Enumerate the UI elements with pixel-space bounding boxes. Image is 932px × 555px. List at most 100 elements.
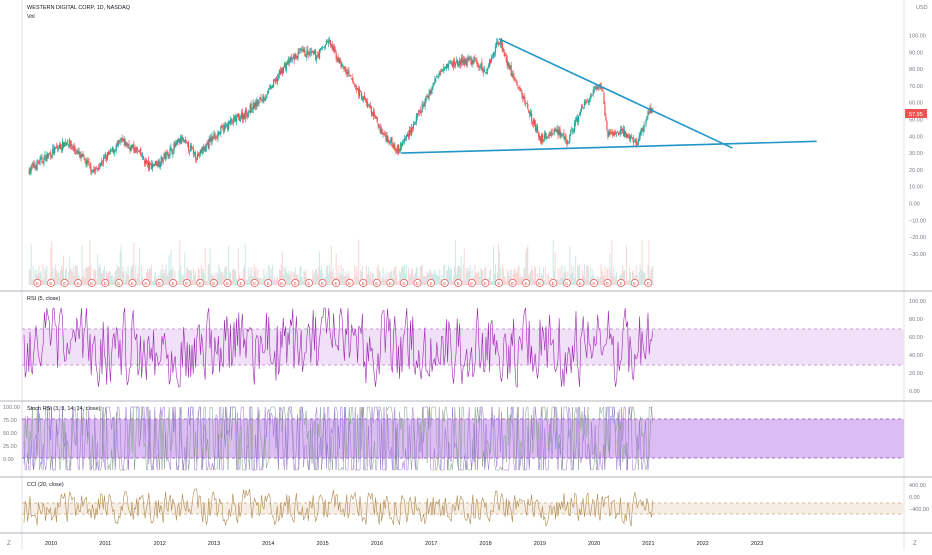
earnings-marker[interactable] [318, 279, 327, 287]
volume-bar [424, 276, 426, 285]
volume-bar [461, 280, 463, 285]
candle-body [360, 90, 362, 92]
earnings-marker[interactable] [142, 279, 150, 287]
earnings-marker[interactable] [264, 279, 273, 287]
volume-bar [109, 271, 111, 285]
candle-body [297, 51, 299, 59]
earnings-marker[interactable] [209, 279, 218, 287]
earnings-marker[interactable] [562, 279, 571, 287]
candle-body [422, 104, 424, 106]
trendline-support[interactable] [401, 140, 817, 154]
time-axis[interactable]: 2010 2011 2012 2013 2014 2015 2016 2017 2018 2019… [45, 541, 763, 547]
earnings-marker[interactable] [467, 279, 476, 287]
candle-body [352, 77, 354, 82]
earnings-marker[interactable] [304, 279, 313, 287]
earnings-marker[interactable] [440, 279, 449, 287]
earnings-marker[interactable] [576, 279, 585, 287]
earnings-marker[interactable] [47, 279, 55, 287]
earnings-marker[interactable] [603, 279, 612, 287]
earnings-marker[interactable] [630, 279, 639, 287]
candle-body [457, 64, 459, 66]
zoom-right-button[interactable]: Z [913, 541, 917, 547]
earnings-marker[interactable] [250, 279, 259, 287]
earnings-marker[interactable] [427, 279, 436, 287]
earnings-marker[interactable] [155, 279, 164, 287]
candle-body [389, 142, 391, 144]
volume-bar [574, 277, 576, 285]
volume-bar [76, 266, 78, 285]
earnings-marker[interactable] [60, 279, 69, 287]
earnings-marker[interactable] [590, 279, 598, 287]
candle-body [329, 39, 331, 46]
volume-bar [401, 266, 403, 285]
earnings-marker[interactable] [223, 279, 232, 287]
price-axis[interactable]: 100.00 90.00 80.00 70.00 60.00 50.00 40.00 30.0… [909, 34, 926, 258]
candle-body [83, 156, 85, 158]
candle-body [273, 79, 275, 86]
volume-bar [278, 269, 280, 285]
zoom-left-button[interactable]: Z [7, 541, 11, 547]
earnings-marker[interactable] [372, 279, 381, 287]
volume-bar [224, 267, 226, 285]
earnings-marker[interactable] [386, 279, 395, 287]
volume-bar [423, 274, 425, 285]
volume-bar [206, 281, 208, 285]
earnings-marker[interactable] [535, 279, 544, 287]
volume-bar [99, 264, 101, 285]
earnings-marker[interactable] [33, 279, 42, 287]
volume-bar [69, 268, 71, 285]
candle-body [32, 163, 34, 166]
earnings-marker[interactable] [481, 279, 490, 287]
earnings-marker[interactable] [400, 279, 408, 287]
candle-body [362, 96, 365, 100]
volume-bar [170, 250, 172, 285]
volume-bar [51, 240, 53, 285]
earnings-marker[interactable] [617, 279, 626, 287]
earnings-marker[interactable] [345, 279, 354, 287]
candle-body [190, 145, 193, 149]
earnings-marker-letter: E [172, 281, 175, 286]
candle-body [101, 161, 103, 165]
earnings-marker[interactable] [332, 279, 341, 287]
earnings-marker[interactable] [74, 279, 83, 287]
candle-body [530, 112, 532, 117]
earnings-marker[interactable] [169, 279, 178, 287]
earnings-marker-letter: E [226, 281, 229, 286]
candle-body [122, 139, 124, 142]
earnings-marker[interactable] [549, 279, 558, 287]
earnings-marker[interactable] [101, 279, 110, 287]
volume-bar [508, 276, 510, 285]
candle-body [423, 104, 425, 107]
earnings-marker[interactable] [114, 279, 123, 287]
earnings-marker[interactable] [87, 279, 96, 287]
volume-bar [342, 268, 344, 285]
earnings-marker[interactable] [291, 279, 300, 287]
volume-bar [604, 266, 606, 285]
candle-body [509, 65, 511, 70]
earnings-marker-letter: E [158, 281, 161, 286]
volume-bar [485, 266, 487, 285]
earnings-marker[interactable] [237, 279, 245, 287]
volume-bar [193, 274, 195, 285]
earnings-marker[interactable] [454, 279, 463, 287]
volume-bar [330, 245, 332, 285]
volume-bar [225, 265, 227, 285]
earnings-marker[interactable] [522, 279, 531, 287]
earnings-marker[interactable] [495, 279, 503, 287]
earnings-marker[interactable] [413, 279, 422, 287]
volume-bar [52, 268, 54, 285]
candle-body [472, 60, 474, 65]
trendlines[interactable] [401, 38, 817, 154]
earnings-marker[interactable] [182, 279, 191, 287]
earnings-marker[interactable] [128, 279, 137, 287]
earnings-marker[interactable] [508, 279, 517, 287]
candle-body [503, 52, 505, 57]
candle-body [605, 116, 607, 121]
trendline-descending[interactable] [498, 38, 733, 149]
earnings-marker[interactable] [196, 279, 205, 287]
earnings-marker[interactable] [644, 279, 653, 287]
earnings-marker[interactable] [277, 279, 286, 287]
earnings-marker[interactable] [359, 279, 368, 287]
candle-body [136, 147, 138, 150]
